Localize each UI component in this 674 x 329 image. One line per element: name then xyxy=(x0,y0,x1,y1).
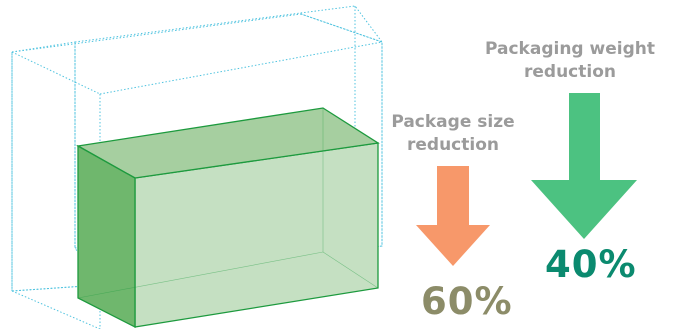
size-reduction-label-line2: reduction xyxy=(407,135,499,155)
box-side-face xyxy=(77,144,136,329)
weight-reduction-label-line2: reduction xyxy=(524,62,616,82)
weight-reduction-value: 40% xyxy=(545,243,637,286)
weight-reduction-label: Packaging weight reduction xyxy=(476,38,664,84)
reduced-package-box xyxy=(76,107,380,329)
size-reduction-label-line1: Package size xyxy=(391,112,515,132)
size-reduction-label: Package size reduction xyxy=(378,111,528,157)
weight-reduction-label-line1: Packaging weight xyxy=(485,39,655,59)
size-reduction-arrow-icon xyxy=(416,166,490,266)
weight-reduction-arrow-icon xyxy=(531,93,637,239)
size-reduction-value: 60% xyxy=(421,280,513,323)
